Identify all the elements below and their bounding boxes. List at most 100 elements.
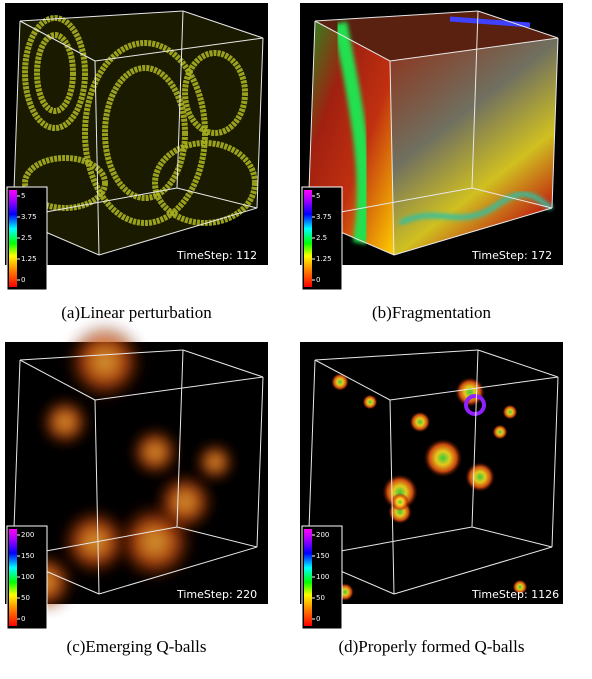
- cube-edge: [307, 359, 316, 558]
- cube-edge: [176, 349, 184, 528]
- caption: (a)Linear perturbation: [61, 303, 212, 322]
- cube-edge: [477, 349, 559, 378]
- cube-edge: [12, 20, 21, 219]
- cube-edge: [314, 359, 391, 401]
- q-ball: [512, 579, 528, 595]
- pattern-ring: [22, 15, 88, 131]
- cube-edge: [256, 37, 264, 209]
- colorbar-label: 3.75: [21, 213, 37, 221]
- panel: 5 3.75 2.5 1.25 0 TimeStep: 112: [5, 3, 268, 291]
- cube-edge: [471, 187, 553, 209]
- render: [13, 11, 263, 255]
- cube-edge: [98, 546, 258, 595]
- q-ball: [409, 411, 431, 433]
- cube-edge: [314, 349, 479, 361]
- timestep-label: TimeStep: 172: [471, 249, 552, 262]
- cube-edge: [94, 399, 100, 595]
- q-ball: [465, 462, 495, 492]
- blob: [40, 397, 90, 447]
- cube-edge: [471, 10, 479, 189]
- pattern-ring: [22, 155, 108, 211]
- caption: (c)Emerging Q-balls: [67, 637, 207, 656]
- cube-edge: [389, 60, 395, 256]
- colorbar-label: 150: [316, 552, 329, 560]
- colorbar-label: 50: [21, 594, 30, 602]
- panel: 200 150 100 50 0 TimeStep: 220: [5, 322, 268, 630]
- cube-edge: [94, 37, 264, 62]
- colorbar-label: 1.25: [21, 255, 37, 263]
- colorbar-label: 1.25: [316, 255, 332, 263]
- cube-edge: [182, 10, 264, 39]
- cube-edge: [12, 359, 21, 558]
- cube-edge: [389, 376, 559, 401]
- panel: 5 3.75 2.5 1.25 0 TimeStep: 172: [300, 3, 563, 291]
- cube-edge: [98, 207, 258, 256]
- q-ball: [331, 373, 349, 391]
- colorbar-label: 0: [316, 276, 320, 284]
- blob: [195, 442, 235, 482]
- blob: [155, 472, 215, 532]
- caption: (d)Properly formed Q-balls: [338, 637, 524, 656]
- caption: (b)Fragmentation: [372, 303, 491, 322]
- cube-edge: [176, 10, 184, 189]
- colorbar: [304, 190, 312, 287]
- colorbar-label: 100: [316, 573, 329, 581]
- cube-edge: [19, 10, 184, 22]
- cube-edge: [176, 187, 258, 209]
- colorbar-label: 0: [316, 615, 320, 623]
- colorbar-label: 2.5: [21, 234, 32, 242]
- cube-edge: [551, 37, 559, 209]
- band: [333, 21, 371, 245]
- cube-edge: [393, 207, 553, 256]
- colorbar-label: 50: [316, 594, 325, 602]
- panel: 200 150 100 50 0 TimeStep: 1126: [300, 342, 563, 630]
- cube-edge: [256, 376, 264, 548]
- pattern-ring: [182, 50, 248, 136]
- pattern-ring: [34, 32, 76, 114]
- colorbar: [304, 529, 312, 626]
- colorbar-label: 2.5: [316, 234, 327, 242]
- colorbar-label: 3.75: [316, 213, 332, 221]
- cube-edge: [471, 349, 479, 528]
- colorbar-label: 150: [21, 552, 34, 560]
- cube-edge: [477, 10, 559, 39]
- cube-edge: [471, 526, 553, 548]
- q-ball: [362, 394, 378, 410]
- timestep-label: TimeStep: 1126: [471, 588, 559, 601]
- timestep-label: TimeStep: 220: [176, 588, 257, 601]
- cube-edge: [314, 10, 479, 22]
- colorbar-label: 0: [21, 615, 25, 623]
- colorbar: [9, 190, 17, 287]
- cube-front: [390, 38, 558, 255]
- q-ball-ring: [464, 394, 486, 416]
- pattern-ring: [102, 65, 188, 201]
- q-ball: [423, 438, 463, 478]
- colorbar-label: 5: [316, 192, 320, 200]
- cube-edge: [389, 399, 395, 595]
- cube-edge: [314, 20, 391, 62]
- timestep-label: TimeStep: 112: [176, 249, 257, 262]
- render: [15, 322, 235, 612]
- colorbar-label: 200: [316, 531, 329, 539]
- cube-edge: [19, 359, 96, 401]
- colorbar-label: 0: [21, 276, 25, 284]
- q-ball: [455, 377, 485, 407]
- q-ball: [382, 474, 418, 510]
- cube-edge: [551, 376, 559, 548]
- colorbar-label: 100: [21, 573, 34, 581]
- cube-edge: [176, 526, 258, 548]
- cube-edge: [307, 20, 316, 219]
- cube-edge: [389, 37, 559, 62]
- blob: [130, 427, 180, 477]
- band: [398, 191, 554, 226]
- cube-edge: [19, 20, 96, 62]
- q-ball: [391, 493, 409, 511]
- q-ball: [492, 424, 508, 440]
- colorbar: [9, 529, 17, 626]
- cube-edge: [182, 349, 264, 378]
- colorbar-label: 200: [21, 531, 34, 539]
- cube-edge: [94, 376, 264, 401]
- cube-edge: [393, 546, 553, 595]
- blob: [65, 322, 145, 402]
